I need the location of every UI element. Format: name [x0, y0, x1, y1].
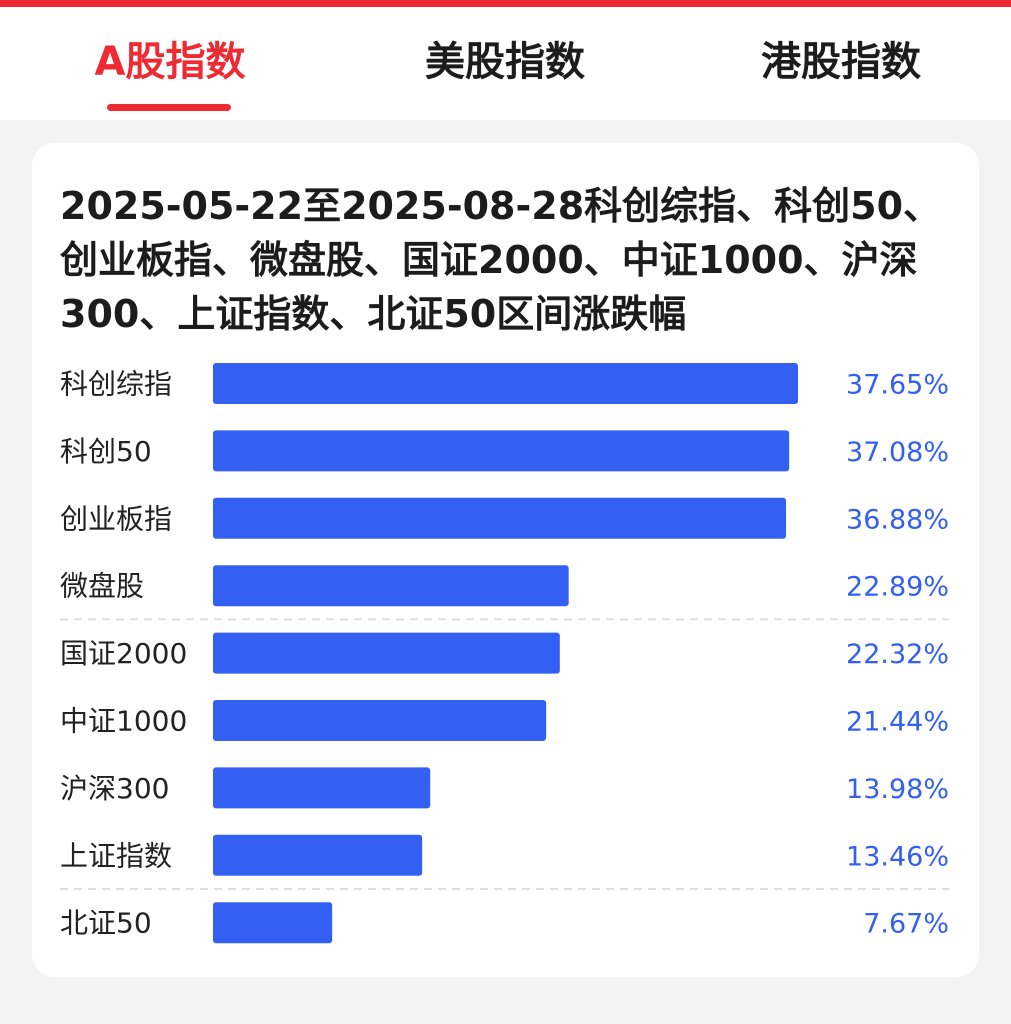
- value-label: 22.89%: [846, 572, 949, 603]
- category-label: 科创综指: [60, 368, 172, 401]
- chart-title: 2025-05-22至2025-08-28科创综指、科创50、创业板指、微盘股、…: [60, 184, 942, 336]
- bar: [213, 497, 787, 539]
- bar: [213, 767, 431, 809]
- category-label: 中证1000: [60, 705, 187, 738]
- value-label: 13.46%: [846, 841, 949, 872]
- value-label: 7.67%: [863, 909, 949, 940]
- value-label: 37.65%: [846, 370, 949, 401]
- category-label: 国证2000: [60, 637, 187, 670]
- bar: [213, 632, 560, 674]
- category-label: 科创50: [60, 435, 152, 468]
- category-label: 创业板指: [60, 502, 172, 535]
- bar: [213, 565, 569, 607]
- value-label: 22.32%: [846, 639, 949, 670]
- tab-hk-stock-index[interactable]: 港股指数: [761, 39, 921, 85]
- tab-us-stock-index[interactable]: 美股指数: [425, 39, 585, 85]
- top-accent-bar: [0, 0, 1011, 7]
- category-label: 微盘股: [60, 570, 144, 603]
- bar: [213, 902, 333, 944]
- bar-chart: 科创综指 37.65% 科创50 37.08% 创业板指 36.88% 微盘股 22.89% 国…: [60, 363, 949, 944]
- bar: [213, 363, 798, 404]
- bar: [213, 430, 790, 472]
- bar: [213, 700, 547, 741]
- active-tab-indicator: [107, 104, 231, 111]
- chart-card: 2025-05-22至2025-08-28科创综指、科创50、创业板指、微盘股、…: [32, 143, 979, 977]
- value-label: 36.88%: [846, 504, 949, 535]
- tab-a-share-index[interactable]: A股指数: [94, 39, 246, 85]
- category-label: 上证指数: [60, 839, 172, 872]
- bar: [213, 834, 423, 876]
- category-label: 北证50: [60, 907, 152, 940]
- index-tab-bar: A股指数 美股指数 港股指数: [0, 7, 1011, 120]
- value-label: 37.08%: [846, 437, 949, 468]
- value-label: 13.98%: [846, 774, 949, 805]
- category-label: 沪深300: [60, 772, 169, 805]
- value-label: 21.44%: [846, 707, 949, 738]
